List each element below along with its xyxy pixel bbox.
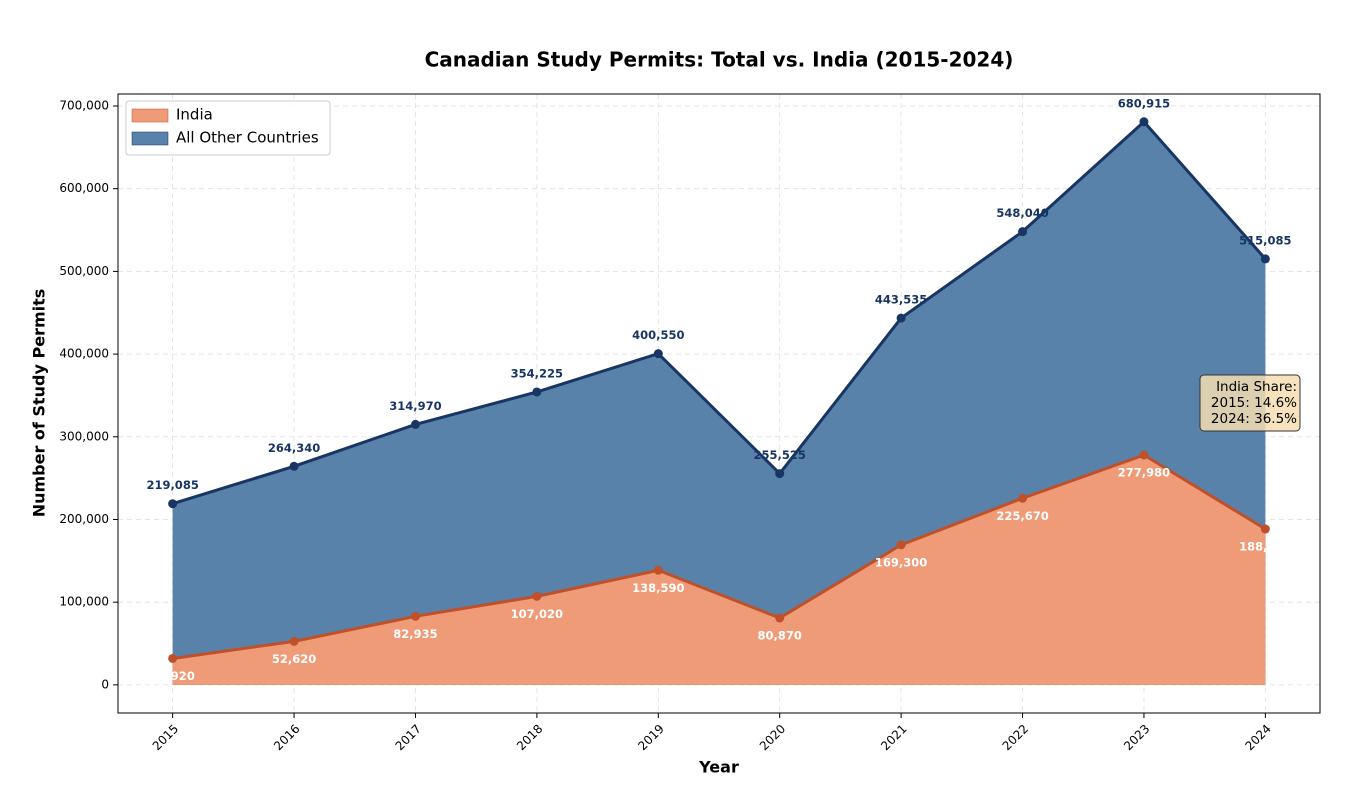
data-label: 680,915 [1118,96,1170,110]
data-label: 31,920 [150,669,194,683]
data-label: 80,870 [758,629,802,643]
y-tick-label: 0 [101,677,109,691]
legend-swatch [131,131,169,146]
data-label: 277,980 [1118,465,1170,479]
point [410,611,420,621]
legend-label: All Other Countries [176,129,319,147]
line [172,453,1267,660]
point [1260,524,1270,534]
point [532,591,542,601]
line [172,120,1267,506]
point [168,499,178,509]
y-tick-label: 300,000 [59,429,109,443]
y-tick-label: 200,000 [59,512,109,526]
y-tick-label: 600,000 [59,181,109,195]
x-tick-label: 2016 [271,722,302,753]
x-tick-label: 2018 [514,722,545,753]
legend-label: India [176,106,213,124]
point [896,313,906,323]
data-label: 255,525 [754,448,806,462]
x-tick-label: 2017 [393,722,424,753]
x-tick-label: 2015 [150,722,181,753]
point [1018,493,1028,503]
plot-frame [117,93,1321,714]
point [896,540,906,550]
point [775,469,785,479]
data-label: 515,085 [1239,233,1291,247]
data-label: 138,590 [632,581,684,595]
point [1018,227,1028,237]
data-label: 188,465 [1239,540,1291,554]
y-tick-label: 100,000 [59,595,109,609]
point [289,461,299,471]
y-tick-label: 700,000 [59,98,109,112]
data-label: 219,085 [146,478,198,492]
data-label: 443,535 [875,293,927,307]
data-label: 107,020 [511,607,563,621]
point [653,565,663,575]
point [653,349,663,359]
point [1139,117,1149,127]
x-tick-label: 2023 [1121,722,1152,753]
annotation: 2024: 36.5% [1211,411,1297,427]
point [1260,254,1270,264]
data-label: 548,040 [996,206,1048,220]
data-label: 354,225 [511,366,563,380]
area [172,454,1266,685]
data-label: 82,935 [393,627,437,641]
x-tick-label: 2021 [878,722,909,753]
x-tick-label: 2024 [1242,722,1273,753]
annotation: India Share: [1216,379,1297,395]
point [168,653,178,663]
data-label: 169,300 [875,555,927,569]
point [532,387,542,397]
point [1139,450,1149,460]
y-tick-label: 400,000 [59,347,109,361]
y-tick-label: 500,000 [59,264,109,278]
x-axis-label: Year [698,758,739,777]
annotation-box [1199,374,1301,432]
legend-box [125,100,331,156]
data-label: 264,340 [268,441,320,455]
data-label: 225,670 [996,509,1048,523]
x-tick-label: 2019 [635,722,666,753]
point [775,613,785,623]
point [410,419,420,429]
x-tick-label: 2020 [757,722,788,753]
point [289,636,299,646]
data-label: 400,550 [632,328,684,342]
x-tick-label: 2022 [1000,722,1031,753]
data-label: 52,620 [272,652,316,666]
legend-swatch [131,108,169,123]
y-axis-label: Number of Study Permits [30,289,49,518]
chart-title: Canadian Study Permits: Total vs. India … [425,48,1014,72]
data-label: 314,970 [389,399,441,413]
annotation: 2015: 14.6% [1211,395,1297,411]
